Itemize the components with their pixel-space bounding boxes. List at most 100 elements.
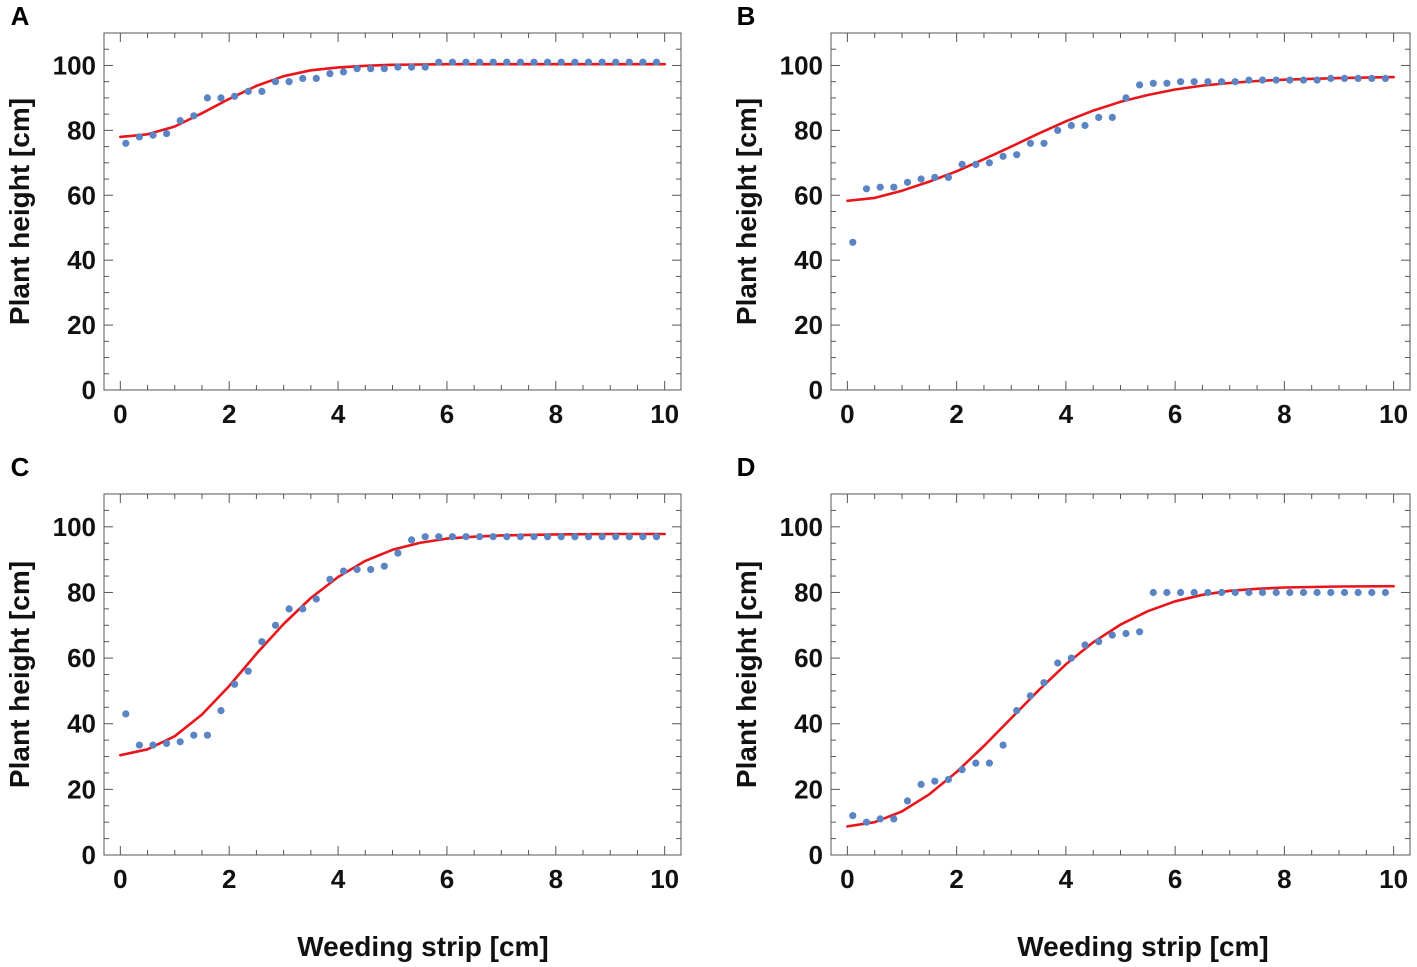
panel-b-data-point [862, 185, 871, 193]
panel-d-data-point [1067, 654, 1075, 662]
panel-b-y-axis-title: Plant height [cm] [731, 98, 762, 325]
panel-c-y-tick-label: 20 [67, 774, 96, 804]
panel-a-data-point [652, 58, 661, 66]
panel-b-data-point [1272, 76, 1280, 84]
panel-a-data-point [639, 58, 647, 66]
panel-d-data-point [1122, 629, 1130, 638]
panel-c-y-tick-label: 60 [67, 643, 96, 673]
panel-c-data-point [462, 533, 470, 541]
panel-a-data-point [557, 58, 565, 66]
panel-a-fitted-curve [119, 62, 667, 139]
panel-c-x-tick-label: 10 [650, 864, 679, 894]
panel-b-x-tick-label: 8 [1277, 399, 1291, 429]
panel-c-data-point [299, 605, 307, 613]
panel-d-data-point [917, 780, 925, 789]
panel-a-data-point [244, 87, 252, 95]
panel-c-data-point [271, 621, 280, 629]
panel-c-data-point [231, 680, 239, 688]
panel-c-y-axis-title: Plant height [cm] [4, 561, 35, 788]
panel-c-plot-frame [103, 493, 682, 856]
panel-b-fitted-curve [846, 75, 1395, 203]
panel-c-data-point [135, 741, 143, 749]
panel-c-data-point [530, 533, 538, 541]
panel-d-data-point [862, 818, 871, 826]
panel-d-data-point [1026, 692, 1034, 700]
panel-b-data-point [1368, 74, 1376, 82]
panel-a-x-tick-label: 2 [222, 399, 236, 429]
panel-d-data-point [1245, 588, 1253, 597]
panel-c-data-point [516, 533, 525, 541]
panel-a-data-point [271, 78, 280, 86]
panel-c-data-point [435, 533, 443, 541]
panel-c-data-point [544, 533, 552, 541]
panel-d-y-tick-label: 100 [780, 512, 823, 542]
panel-d-data-point [958, 766, 966, 774]
panel-d-data-point [1340, 588, 1349, 597]
x-axis-title-right: Weeding strip [cm] [1017, 931, 1269, 962]
panel-d-data-point [1218, 588, 1226, 597]
panel-a-data-point [285, 78, 293, 86]
panel-c-data-point [163, 739, 171, 748]
panel-d-data-point [1368, 588, 1376, 597]
panel-d-data-point [1163, 588, 1171, 597]
panel-a-data-point [231, 92, 239, 100]
panel-a-data-point [203, 94, 211, 102]
panel-a-data-point [326, 70, 334, 78]
panel-d-data-point [1149, 588, 1157, 597]
panel-b-data-point [1149, 79, 1157, 87]
panel-d-data-point [1258, 588, 1267, 597]
panel-d-data-point [1272, 588, 1280, 597]
panel-d-y-tick-label: 0 [809, 840, 823, 870]
panel-a-data-point [217, 94, 225, 102]
panel-b-data-point [985, 159, 994, 167]
panel-a-data-point [353, 65, 361, 73]
panel-c-y-tick-label: 100 [53, 512, 96, 542]
panel-c-data-point [408, 536, 416, 544]
panel-b-data-point [1177, 78, 1185, 86]
panel-b-data-point [1286, 76, 1294, 84]
panel-a-y-axis-title: Plant height [cm] [4, 98, 35, 325]
panel-b-y-tick-label: 60 [794, 180, 823, 210]
panel-c-data-point [367, 565, 375, 574]
panel-d-x-tick-label: 2 [949, 864, 963, 894]
panel-a-data-point [503, 58, 511, 66]
panel-b-x-tick-label: 4 [1059, 399, 1074, 429]
panel-c-data-point [489, 533, 497, 541]
panel-c-y-tick-label: 40 [67, 709, 96, 739]
panel-d-y-tick-label: 80 [794, 577, 823, 607]
panel-a-data-point [408, 63, 416, 71]
panel-c-x-tick-label: 8 [549, 864, 563, 894]
panel-b-data-point [1040, 139, 1048, 147]
panel-a-data-point [394, 63, 402, 71]
panel-c-data-point [571, 533, 579, 541]
panel-c-x-tick-label: 4 [331, 864, 346, 894]
panel-a-y-tick-label: 0 [82, 375, 96, 405]
panel-a-data-point [163, 130, 171, 138]
panel-b-x-tick-label: 0 [840, 399, 854, 429]
panel-b-data-point [1013, 151, 1021, 159]
panel-d-data-point [1081, 641, 1089, 649]
panel-a-data-point [176, 117, 184, 125]
panel-a-data-point [435, 58, 443, 66]
panel-b-data-point [1108, 113, 1116, 121]
panel-c-data-point [380, 562, 388, 570]
panel-c-data-point [353, 565, 361, 574]
panel-c-data-point [448, 533, 456, 541]
panel-b-data-point [1354, 74, 1362, 82]
panel-a-data-point [135, 133, 143, 141]
panel-b-data-point [1026, 139, 1034, 147]
panel-d-data-point [1381, 588, 1389, 597]
panel-c-data-point [598, 533, 606, 541]
panel-d-data-point [1313, 588, 1321, 597]
panel-c-data-point [244, 667, 252, 675]
panel-b-plot-frame [830, 32, 1411, 391]
panel-a-x-tick-label: 8 [549, 399, 563, 429]
panel-d-data-point [1190, 588, 1198, 597]
panel-a-data-point [598, 58, 606, 66]
panel-a-data-point [380, 65, 388, 73]
